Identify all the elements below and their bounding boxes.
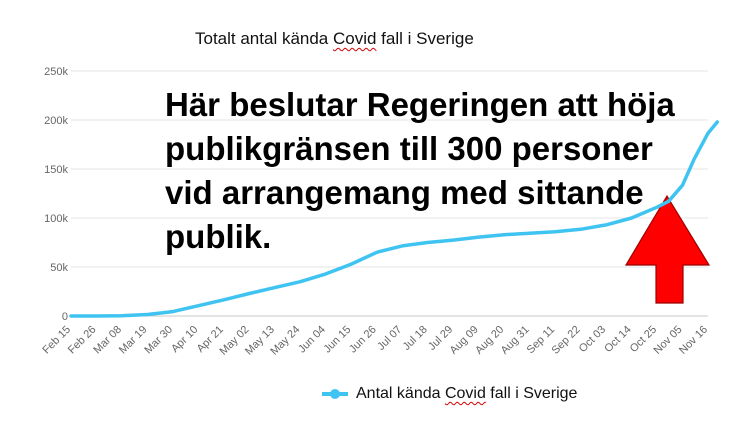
chart-title: Totalt antal kända Covid fall i Sverige [195,29,474,49]
y-tick-label-250k: 250k [44,66,68,78]
x-tick-label-oct-14: Oct 14 [602,324,633,355]
x-tick-label-aug-31: Aug 31 [499,324,532,357]
x-tick-label-nov-16: Nov 16 [677,324,710,357]
chart-title-part-1: Totalt antal kända [195,29,333,48]
x-tick-label-jun-26: Jun 26 [347,324,379,356]
up-arrow-shape [624,194,711,304]
x-tick-label-sep-22: Sep 22 [550,324,583,357]
x-tick-label-jun-15: Jun 15 [322,324,354,356]
chart-title-part-3: fall i Sverige [376,29,474,48]
annotation-text: Här beslutar Regeringen att höja publikg… [165,86,675,255]
legend-swatch [322,389,348,399]
x-tick-label-jul-07: Jul 07 [375,324,404,353]
legend: Antal kända Covid fall i Sverige [322,383,577,405]
legend-label-part-2: Covid [444,385,486,402]
x-tick-label-apr-10: Apr 10 [169,324,200,355]
x-tick-label-mar-30: Mar 30 [142,324,175,357]
annotation-arrow [624,194,711,304]
y-axis-ticks: 0 50k 100k 150k 200k 250k [44,66,68,323]
x-tick-label-jun-04: Jun 04 [296,324,328,356]
y-tick-label-150k: 150k [44,164,68,176]
y-tick-label-200k: 200k [44,115,68,127]
legend-label-part-3: fall i Sverige [485,385,578,402]
legend-label-part-1: Antal kända [356,385,445,402]
y-tick-label-50k: 50k [50,262,68,274]
y-tick-label-0: 0 [62,311,68,323]
series-line-0 [69,120,720,318]
gridlines [71,70,708,317]
legend-label: Antal kända Covid fall i Sverige [356,385,577,403]
x-tick-label-oct-03: Oct 03 [577,324,608,355]
series-layer [69,120,720,318]
chart-title-part-2: Covid [332,29,377,48]
x-tick-label-jul-18: Jul 18 [401,324,430,353]
y-tick-label-100k: 100k [44,213,68,225]
